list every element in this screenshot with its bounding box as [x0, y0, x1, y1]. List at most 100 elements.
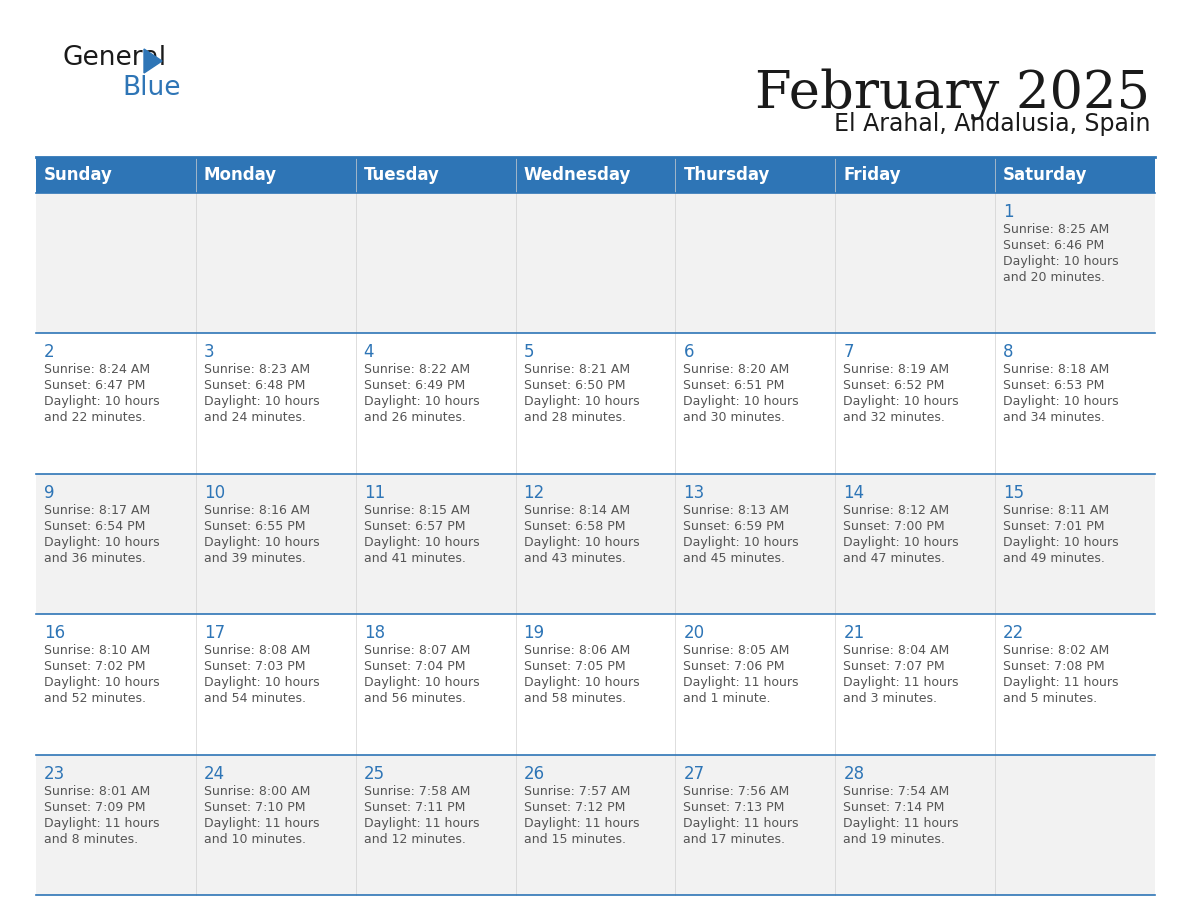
Text: Sunset: 6:59 PM: Sunset: 6:59 PM [683, 520, 785, 532]
Text: Sunset: 6:52 PM: Sunset: 6:52 PM [843, 379, 944, 392]
Text: Sunset: 7:07 PM: Sunset: 7:07 PM [843, 660, 944, 673]
Text: Sunset: 6:51 PM: Sunset: 6:51 PM [683, 379, 785, 392]
Text: Sunset: 6:55 PM: Sunset: 6:55 PM [204, 520, 305, 532]
Text: Daylight: 10 hours: Daylight: 10 hours [843, 536, 959, 549]
Text: Daylight: 10 hours: Daylight: 10 hours [44, 396, 159, 409]
Text: Sunset: 6:47 PM: Sunset: 6:47 PM [44, 379, 145, 392]
Text: Daylight: 10 hours: Daylight: 10 hours [524, 536, 639, 549]
Text: and 34 minutes.: and 34 minutes. [1003, 411, 1105, 424]
Text: and 5 minutes.: and 5 minutes. [1003, 692, 1098, 705]
Text: 19: 19 [524, 624, 544, 643]
Text: 6: 6 [683, 343, 694, 362]
Text: 3: 3 [204, 343, 215, 362]
Text: and 49 minutes.: and 49 minutes. [1003, 552, 1105, 565]
Text: Sunrise: 8:25 AM: Sunrise: 8:25 AM [1003, 223, 1110, 236]
Text: Daylight: 11 hours: Daylight: 11 hours [843, 817, 959, 830]
Text: Sunrise: 8:08 AM: Sunrise: 8:08 AM [204, 644, 310, 657]
Text: Sunset: 6:49 PM: Sunset: 6:49 PM [364, 379, 465, 392]
Text: Sunrise: 8:07 AM: Sunrise: 8:07 AM [364, 644, 470, 657]
Text: Daylight: 10 hours: Daylight: 10 hours [364, 396, 479, 409]
Text: 12: 12 [524, 484, 545, 502]
Text: Sunrise: 8:20 AM: Sunrise: 8:20 AM [683, 364, 790, 376]
Text: Wednesday: Wednesday [524, 166, 631, 184]
Text: Daylight: 10 hours: Daylight: 10 hours [683, 396, 800, 409]
Text: 27: 27 [683, 765, 704, 783]
Text: Daylight: 10 hours: Daylight: 10 hours [843, 396, 959, 409]
Text: Daylight: 11 hours: Daylight: 11 hours [524, 817, 639, 830]
Text: Daylight: 11 hours: Daylight: 11 hours [683, 817, 798, 830]
Text: Sunset: 6:53 PM: Sunset: 6:53 PM [1003, 379, 1105, 392]
Text: and 3 minutes.: and 3 minutes. [843, 692, 937, 705]
Text: and 8 minutes.: and 8 minutes. [44, 833, 138, 845]
Text: Sunrise: 8:19 AM: Sunrise: 8:19 AM [843, 364, 949, 376]
Text: Sunrise: 8:16 AM: Sunrise: 8:16 AM [204, 504, 310, 517]
Text: Daylight: 10 hours: Daylight: 10 hours [683, 536, 800, 549]
Text: Sunset: 7:14 PM: Sunset: 7:14 PM [843, 800, 944, 813]
Text: 5: 5 [524, 343, 535, 362]
Text: Sunrise: 8:06 AM: Sunrise: 8:06 AM [524, 644, 630, 657]
Text: Sunrise: 7:57 AM: Sunrise: 7:57 AM [524, 785, 630, 798]
Text: Daylight: 11 hours: Daylight: 11 hours [683, 677, 798, 689]
Text: Daylight: 10 hours: Daylight: 10 hours [204, 536, 320, 549]
Text: Daylight: 10 hours: Daylight: 10 hours [1003, 255, 1119, 268]
Text: Friday: Friday [843, 166, 901, 184]
Bar [36, 474, 1155, 614]
Text: and 58 minutes.: and 58 minutes. [524, 692, 626, 705]
Bar [36, 193, 1155, 333]
Text: Sunset: 7:09 PM: Sunset: 7:09 PM [44, 800, 145, 813]
Text: Sunset: 6:57 PM: Sunset: 6:57 PM [364, 520, 466, 532]
Text: Sunset: 7:11 PM: Sunset: 7:11 PM [364, 800, 465, 813]
Text: Daylight: 11 hours: Daylight: 11 hours [1003, 677, 1119, 689]
Text: Daylight: 10 hours: Daylight: 10 hours [1003, 396, 1119, 409]
Text: and 22 minutes.: and 22 minutes. [44, 411, 146, 424]
Text: 20: 20 [683, 624, 704, 643]
Bar [36, 157, 1155, 193]
Polygon shape [144, 49, 162, 73]
Text: Sunrise: 8:22 AM: Sunrise: 8:22 AM [364, 364, 469, 376]
Text: Sunrise: 8:02 AM: Sunrise: 8:02 AM [1003, 644, 1110, 657]
Text: 18: 18 [364, 624, 385, 643]
Text: Sunrise: 8:10 AM: Sunrise: 8:10 AM [44, 644, 150, 657]
Text: Sunrise: 8:14 AM: Sunrise: 8:14 AM [524, 504, 630, 517]
Text: and 28 minutes.: and 28 minutes. [524, 411, 626, 424]
Text: Daylight: 10 hours: Daylight: 10 hours [204, 677, 320, 689]
Text: Sunset: 7:05 PM: Sunset: 7:05 PM [524, 660, 625, 673]
Text: 23: 23 [44, 765, 65, 783]
Text: Sunset: 6:54 PM: Sunset: 6:54 PM [44, 520, 145, 532]
Text: Sunrise: 8:00 AM: Sunrise: 8:00 AM [204, 785, 310, 798]
Text: Daylight: 11 hours: Daylight: 11 hours [204, 817, 320, 830]
Text: and 20 minutes.: and 20 minutes. [1003, 271, 1105, 284]
Text: 8: 8 [1003, 343, 1013, 362]
Text: and 19 minutes.: and 19 minutes. [843, 833, 946, 845]
Text: and 56 minutes.: and 56 minutes. [364, 692, 466, 705]
Text: 4: 4 [364, 343, 374, 362]
Text: 22: 22 [1003, 624, 1024, 643]
Text: Monday: Monday [204, 166, 277, 184]
Text: Sunrise: 8:12 AM: Sunrise: 8:12 AM [843, 504, 949, 517]
Text: 13: 13 [683, 484, 704, 502]
Text: Blue: Blue [122, 75, 181, 101]
Text: and 32 minutes.: and 32 minutes. [843, 411, 946, 424]
Text: 24: 24 [204, 765, 225, 783]
Text: Sunset: 6:48 PM: Sunset: 6:48 PM [204, 379, 305, 392]
Text: February 2025: February 2025 [754, 68, 1150, 119]
Text: and 41 minutes.: and 41 minutes. [364, 552, 466, 565]
Text: Sunset: 7:04 PM: Sunset: 7:04 PM [364, 660, 466, 673]
Text: 2: 2 [44, 343, 55, 362]
Text: Sunrise: 8:24 AM: Sunrise: 8:24 AM [44, 364, 150, 376]
Text: Sunset: 7:13 PM: Sunset: 7:13 PM [683, 800, 785, 813]
Text: and 45 minutes.: and 45 minutes. [683, 552, 785, 565]
Text: and 12 minutes.: and 12 minutes. [364, 833, 466, 845]
Text: and 30 minutes.: and 30 minutes. [683, 411, 785, 424]
Text: Sunrise: 8:18 AM: Sunrise: 8:18 AM [1003, 364, 1110, 376]
Text: Daylight: 10 hours: Daylight: 10 hours [364, 536, 479, 549]
Text: Daylight: 10 hours: Daylight: 10 hours [524, 677, 639, 689]
Text: General: General [62, 45, 166, 71]
Text: Sunset: 7:10 PM: Sunset: 7:10 PM [204, 800, 305, 813]
Text: Sunset: 7:12 PM: Sunset: 7:12 PM [524, 800, 625, 813]
Text: Sunday: Sunday [44, 166, 113, 184]
Text: and 47 minutes.: and 47 minutes. [843, 552, 946, 565]
Text: 28: 28 [843, 765, 865, 783]
Text: Daylight: 10 hours: Daylight: 10 hours [524, 396, 639, 409]
Text: and 1 minute.: and 1 minute. [683, 692, 771, 705]
